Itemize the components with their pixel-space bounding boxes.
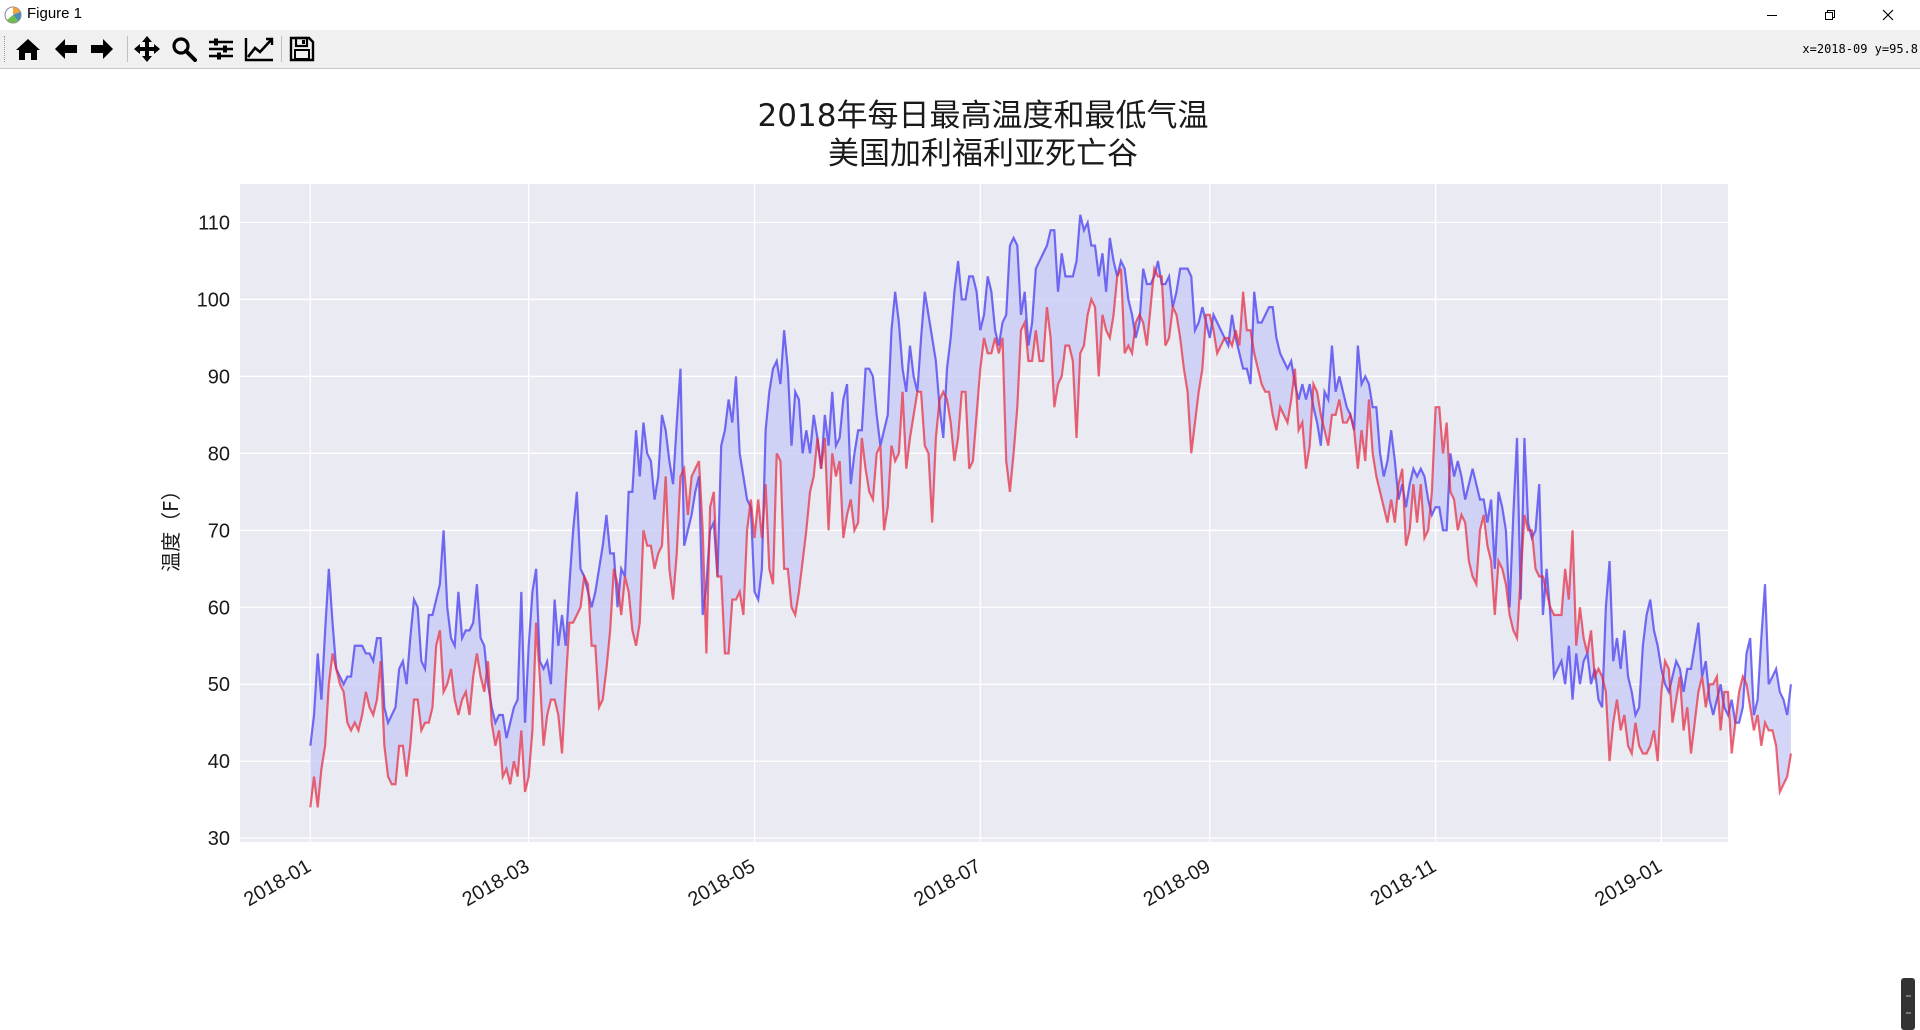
window-titlebar: Figure 1 xyxy=(0,0,1920,30)
back-arrow-icon xyxy=(55,39,77,59)
edit-axis-icon xyxy=(244,37,274,62)
y-tick-label: 30 xyxy=(208,828,230,850)
y-tick-label: 70 xyxy=(208,520,230,542)
y-tick-label: 110 xyxy=(198,212,230,234)
home-icon xyxy=(16,39,40,60)
series-line-high xyxy=(309,214,1793,746)
y-tick-label: 60 xyxy=(208,597,230,619)
x-tick-labels: 2018-01 2018-03 2018-05 2018-07 2018-09 2018-… xyxy=(240,855,1666,911)
scrollbar-grip-mark xyxy=(1906,995,1911,997)
scrollbar-grip-mark xyxy=(1906,1012,1911,1014)
x-tick-label: 2019-01 xyxy=(1591,855,1666,911)
side-scrollbar-thumb[interactable] xyxy=(1901,978,1915,1030)
y-tick-label: 100 xyxy=(197,289,230,311)
pan-move-icon xyxy=(134,36,160,62)
toolbar-grip[interactable] xyxy=(4,36,7,62)
edit-axis-button[interactable] xyxy=(243,34,275,64)
restore-button[interactable] xyxy=(1801,0,1859,30)
y-tick-label: 90 xyxy=(208,366,230,388)
save-button[interactable] xyxy=(286,34,318,64)
minimize-icon xyxy=(1767,15,1777,16)
y-tick-label: 50 xyxy=(208,674,230,696)
x-tick-label: 2018-09 xyxy=(1140,855,1215,911)
toolbar-separator xyxy=(281,36,282,62)
x-tick-label: 2018-05 xyxy=(684,855,759,911)
zoom-magnifier-icon xyxy=(172,37,197,62)
y-tick-label: 80 xyxy=(208,443,230,465)
pan-button[interactable] xyxy=(131,34,163,64)
minimize-button[interactable] xyxy=(1743,0,1801,30)
matplotlib-icon xyxy=(4,6,22,24)
series-line-low xyxy=(309,264,1793,808)
grid-lines xyxy=(240,184,1728,842)
close-icon xyxy=(1882,9,1894,21)
home-button[interactable] xyxy=(12,34,44,64)
forward-button[interactable] xyxy=(86,34,118,64)
cursor-coordinates: x=2018-09 y=95.8 xyxy=(1802,42,1918,56)
configure-subplots-icon xyxy=(209,38,233,60)
configure-subplots-button[interactable] xyxy=(205,34,237,64)
chart-title-line-1: 2018年每日最高温度和最低气温 xyxy=(758,98,1209,134)
chart-canvas[interactable]: 2018年每日最高温度和最低气温 美国加利福利亚死亡谷 30 40 50 60 70 80… xyxy=(0,68,1920,1030)
axes-background xyxy=(240,184,1728,842)
zoom-button[interactable] xyxy=(168,34,200,64)
toolbar-separator xyxy=(127,36,128,62)
y-tick-labels: 30 40 50 60 70 80 90 100 110 xyxy=(197,212,230,850)
chart-title-line-2: 美国加利福利亚死亡谷 xyxy=(828,136,1138,172)
window-title: Figure 1 xyxy=(27,5,83,22)
y-tick-label: 40 xyxy=(208,751,230,773)
x-tick-label: 2018-07 xyxy=(910,855,985,911)
back-button[interactable] xyxy=(50,34,82,64)
x-tick-label: 2018-01 xyxy=(240,855,315,911)
x-tick-label: 2018-03 xyxy=(459,855,534,911)
x-tick-label: 2018-11 xyxy=(1367,855,1440,910)
y-axis-label: 温度（F） xyxy=(159,480,183,572)
navigation-toolbar: x=2018-09 y=95.8 xyxy=(0,30,1920,69)
save-disk-icon xyxy=(289,36,315,62)
restore-icon xyxy=(1825,10,1835,20)
forward-arrow-icon xyxy=(91,39,113,59)
close-button[interactable] xyxy=(1859,0,1917,30)
